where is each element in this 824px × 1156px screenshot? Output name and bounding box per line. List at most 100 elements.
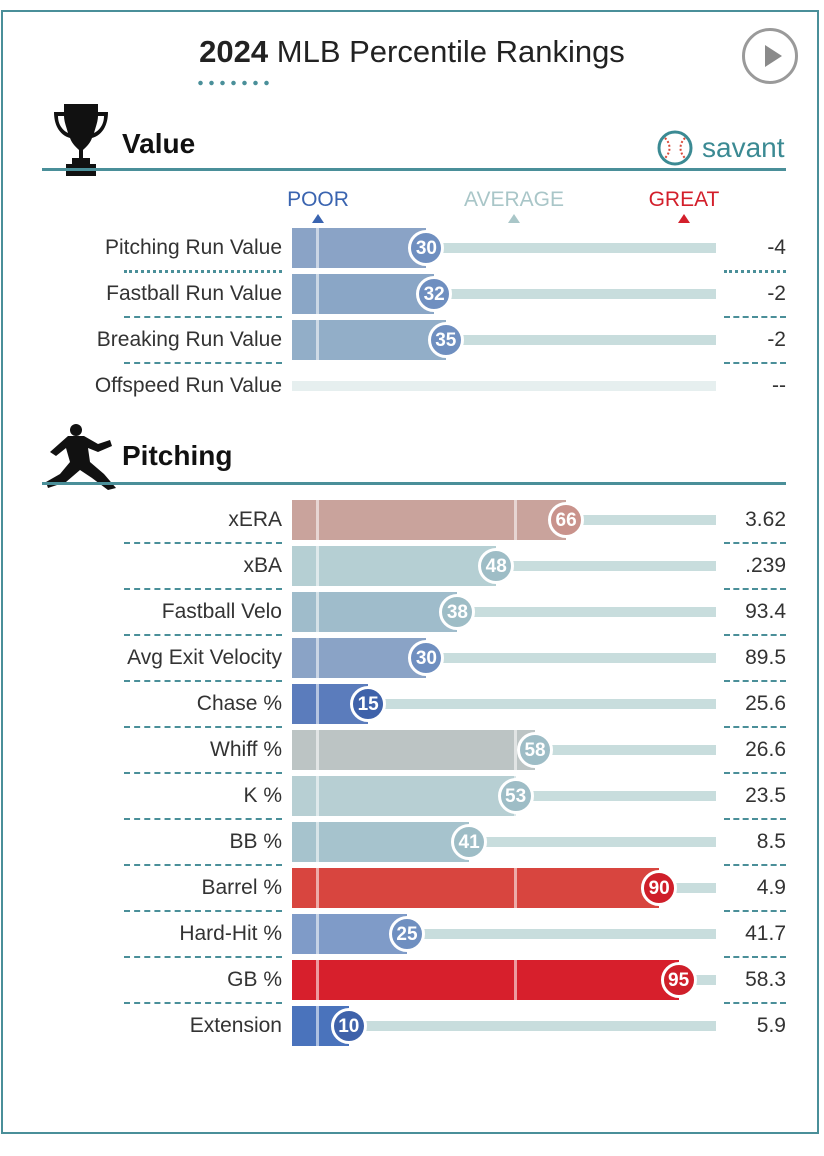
scale-poor-label: POOR xyxy=(287,188,349,211)
metric-value: 25.6 xyxy=(745,692,786,715)
metric-value: 89.5 xyxy=(745,646,786,669)
metric-label: Extension xyxy=(189,1014,282,1037)
percentile-badge: 10 xyxy=(330,1008,367,1044)
row-separator xyxy=(124,588,282,590)
percentile-fill xyxy=(292,960,679,1000)
title-year: 2024 xyxy=(199,34,269,69)
percentile-badge: 53 xyxy=(497,778,534,814)
percentile-fill xyxy=(292,638,427,678)
percentile-bar[interactable]: 32 xyxy=(292,274,716,314)
percentile-bar[interactable] xyxy=(292,366,716,406)
percentile-badge: 30 xyxy=(408,230,445,266)
row-separator xyxy=(724,864,786,866)
average-marker-icon xyxy=(508,214,520,223)
percentile-track xyxy=(292,607,716,617)
metric-label: Chase % xyxy=(196,692,282,715)
row-separator xyxy=(724,270,786,273)
scale-tick xyxy=(316,822,319,862)
metric-value: 93.4 xyxy=(745,600,786,623)
row-separator xyxy=(124,634,282,636)
percentile-badge: 38 xyxy=(439,594,476,630)
row-separator xyxy=(124,270,282,273)
row-separator xyxy=(724,316,786,318)
metric-label: Offspeed Run Value xyxy=(94,374,282,397)
metric-label: Hard-Hit % xyxy=(179,922,282,945)
scale-tick xyxy=(316,546,319,586)
percentile-bar[interactable]: 53 xyxy=(292,776,716,816)
percentile-fill xyxy=(292,228,427,268)
scale-tick xyxy=(316,960,319,1000)
row-separator xyxy=(724,680,786,682)
percentile-bar[interactable]: 58 xyxy=(292,730,716,770)
percentile-fill xyxy=(292,500,567,540)
row-separator xyxy=(124,864,282,866)
percentile-bar[interactable]: 25 xyxy=(292,914,716,954)
title-text: MLB Percentile Rankings xyxy=(268,34,625,69)
metric-value: -- xyxy=(772,374,786,397)
percentile-badge: 41 xyxy=(451,824,488,860)
percentile-bar[interactable]: 35 xyxy=(292,320,716,360)
scale-average-label: AVERAGE xyxy=(464,188,564,211)
percentile-fill xyxy=(292,730,536,770)
section-title-pitching: Pitching xyxy=(122,440,233,471)
metric-value: 23.5 xyxy=(745,784,786,807)
percentile-bar[interactable]: 66 xyxy=(292,500,716,540)
percentile-fill xyxy=(292,868,660,908)
percentile-bar[interactable]: 10 xyxy=(292,1006,716,1046)
metric-label: Whiff % xyxy=(210,738,282,761)
percentile-badge: 95 xyxy=(660,962,697,998)
percentile-badge: 58 xyxy=(517,732,554,768)
scale-tick xyxy=(316,500,319,540)
percentile-track xyxy=(292,243,716,253)
metric-value: 58.3 xyxy=(745,968,786,991)
scale-great: GREAT xyxy=(642,188,726,223)
savant-label: savant xyxy=(702,132,785,163)
percentile-track xyxy=(292,1021,716,1031)
percentile-badge: 25 xyxy=(389,916,425,952)
percentile-bar[interactable]: 15 xyxy=(292,684,716,724)
row-separator xyxy=(124,316,282,318)
poor-marker-icon xyxy=(312,214,324,223)
percentile-fill xyxy=(292,822,470,862)
scale-tick xyxy=(316,320,319,360)
percentile-bar[interactable]: 48 xyxy=(292,546,716,586)
percentile-bar[interactable]: 30 xyxy=(292,228,716,268)
metric-value: 8.5 xyxy=(756,830,786,853)
percentile-bar[interactable]: 38 xyxy=(292,592,716,632)
percentile-bar[interactable]: 30 xyxy=(292,638,716,678)
metric-label: Fastball Run Value xyxy=(106,282,282,305)
metric-value: 4.9 xyxy=(756,876,786,899)
metric-label: Barrel % xyxy=(201,876,282,899)
scale-great-label: GREAT xyxy=(648,188,720,211)
great-marker-icon xyxy=(678,214,690,223)
scale-tick xyxy=(316,776,319,816)
percentile-badge: 66 xyxy=(548,502,585,538)
section-divider-value xyxy=(42,168,786,171)
percentile-badge: 90 xyxy=(641,870,678,906)
trophy-icon xyxy=(54,104,108,176)
row-separator xyxy=(724,910,786,912)
row-separator xyxy=(724,588,786,590)
percentile-bar[interactable]: 95 xyxy=(292,960,716,1000)
scale-tick xyxy=(316,914,319,954)
scale-tick xyxy=(316,1006,319,1046)
metric-value: 26.6 xyxy=(745,738,786,761)
row-separator xyxy=(124,956,282,958)
scale-tick xyxy=(316,592,319,632)
row-separator xyxy=(124,772,282,774)
metric-value: 3.62 xyxy=(745,508,786,531)
metric-label: GB % xyxy=(227,968,282,991)
play-button[interactable] xyxy=(742,28,798,84)
percentile-bar[interactable]: 90 xyxy=(292,868,716,908)
baseball-icon xyxy=(657,130,693,166)
percentile-badge: 30 xyxy=(408,640,445,676)
row-separator xyxy=(124,680,282,682)
metric-value: -2 xyxy=(767,282,786,305)
percentile-track xyxy=(292,929,716,939)
percentile-bar[interactable]: 41 xyxy=(292,822,716,862)
percentile-track xyxy=(292,335,716,345)
savant-logo: savant xyxy=(656,129,785,167)
metric-value: .239 xyxy=(745,554,786,577)
percentile-fill xyxy=(292,274,435,314)
row-separator xyxy=(724,956,786,958)
